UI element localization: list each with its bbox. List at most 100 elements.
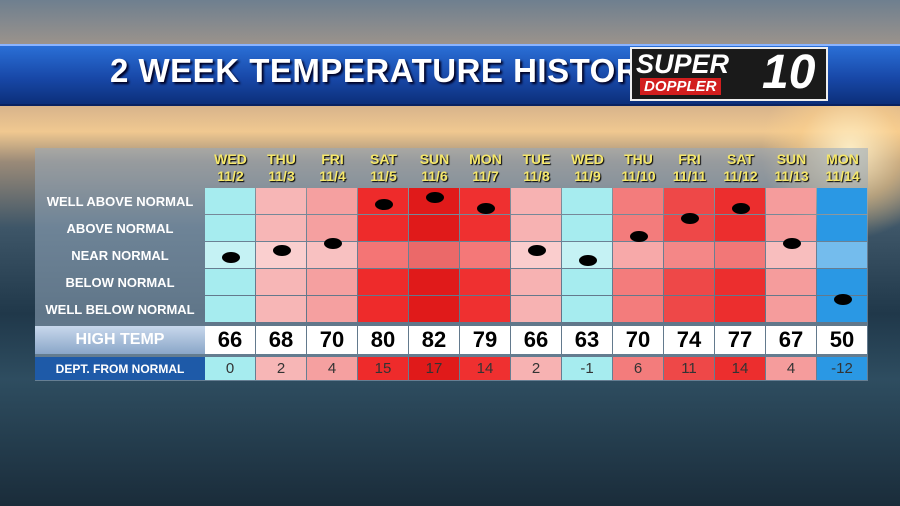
departure: 2 (256, 357, 306, 380)
grid-cell (766, 188, 816, 214)
departure: -1 (562, 357, 612, 380)
high-temp: 66 (511, 326, 561, 354)
grid-cell (256, 188, 306, 214)
column-header: FRI 11/11 (664, 151, 715, 187)
column-header: MON 11/7 (460, 151, 511, 187)
column-header: WED 11/2 (205, 151, 256, 187)
grid-cell (664, 296, 714, 322)
high-temp: 70 (307, 326, 357, 354)
grid-cell (562, 215, 612, 241)
departure-dot (680, 213, 699, 224)
grid-cell (409, 215, 459, 241)
date: 11/8 (523, 168, 550, 184)
logo-number: 10 (762, 46, 816, 99)
day: TUE (522, 151, 551, 167)
departure-dot (374, 199, 393, 210)
row-label: ABOVE NORMAL (66, 221, 174, 236)
grid-cell (511, 215, 561, 241)
row-label: BELOW NORMAL (65, 275, 175, 290)
departure: 6 (613, 357, 663, 380)
grid-cell (817, 269, 867, 295)
departure-dot (578, 255, 597, 266)
day: WED (571, 151, 604, 167)
column-header: SAT 11/12 (715, 151, 766, 187)
column-header: MON 11/14 (817, 151, 868, 187)
grid-cell (358, 296, 408, 322)
day: THU (624, 151, 653, 167)
row-label: NEAR NORMAL (71, 248, 169, 263)
grid-cell (664, 242, 714, 268)
departure-dot (731, 202, 750, 214)
grid-cell (613, 188, 663, 214)
grid-cell (613, 269, 663, 295)
date: 11/10 (621, 168, 656, 184)
date: 11/12 (723, 168, 758, 184)
day: SAT (727, 151, 754, 167)
date: 11/4 (319, 168, 346, 184)
grid-cell (817, 188, 867, 214)
departure-dot (323, 237, 342, 249)
day: FRI (321, 151, 344, 167)
high-temp: 77 (715, 326, 765, 354)
date: 11/13 (774, 168, 809, 184)
grid-cell (817, 215, 867, 241)
grid-cell (307, 215, 357, 241)
column-header: THU 11/10 (613, 151, 664, 187)
grid-cell (511, 269, 561, 295)
departure-dot (833, 293, 852, 305)
day: SAT (370, 151, 397, 167)
grid-cell (766, 269, 816, 295)
grid-cell (715, 296, 765, 322)
grid-cell (460, 242, 510, 268)
grid-cell (511, 296, 561, 322)
date: 11/14 (825, 168, 860, 184)
grid-cell (460, 215, 510, 241)
grid-cell (307, 188, 357, 214)
grid-cell (409, 242, 459, 268)
departure-dot (629, 230, 648, 242)
grid-cell (613, 242, 663, 268)
day: MON (469, 151, 502, 167)
grid-cell (715, 215, 765, 241)
grid-cell (562, 188, 612, 214)
grid-cell (766, 215, 816, 241)
departure: 0 (205, 357, 255, 380)
departure: 14 (460, 357, 510, 380)
grid-cell (358, 242, 408, 268)
high-temp-label: HIGH TEMP (35, 326, 205, 354)
column-header: SUN 11/13 (766, 151, 817, 187)
day: SUN (776, 151, 807, 167)
title: 2 WEEK TEMPERATURE HISTORY (110, 52, 662, 89)
grid-cell (715, 269, 765, 295)
departure-dot (272, 244, 291, 256)
high-temp: 82 (409, 326, 459, 354)
date: 11/11 (672, 168, 707, 184)
departure: 15 (358, 357, 408, 380)
column-header: WED 11/9 (562, 151, 613, 187)
grid-cell (205, 269, 255, 295)
grid-cell (409, 296, 459, 322)
grid-cell (715, 242, 765, 268)
day: FRI (678, 151, 701, 167)
grid-cell (307, 269, 357, 295)
departure: 11 (664, 357, 714, 380)
high-temp: 74 (664, 326, 714, 354)
grid-cell (358, 269, 408, 295)
departure: 2 (511, 357, 561, 380)
date: 11/9 (574, 168, 601, 184)
grid-cell (205, 215, 255, 241)
departure-dot (782, 237, 801, 249)
departure: -12 (817, 357, 867, 380)
day: MON (826, 151, 859, 167)
grid-cell (613, 296, 663, 322)
high-temp: 68 (256, 326, 306, 354)
grid-cell (205, 296, 255, 322)
high-temp: 66 (205, 326, 255, 354)
column-header: SAT 11/5 (358, 151, 409, 187)
departure-dot (476, 202, 495, 214)
date: 11/2 (217, 168, 244, 184)
high-temp: 67 (766, 326, 816, 354)
high-temp: 63 (562, 326, 612, 354)
departure: 17 (409, 357, 459, 380)
